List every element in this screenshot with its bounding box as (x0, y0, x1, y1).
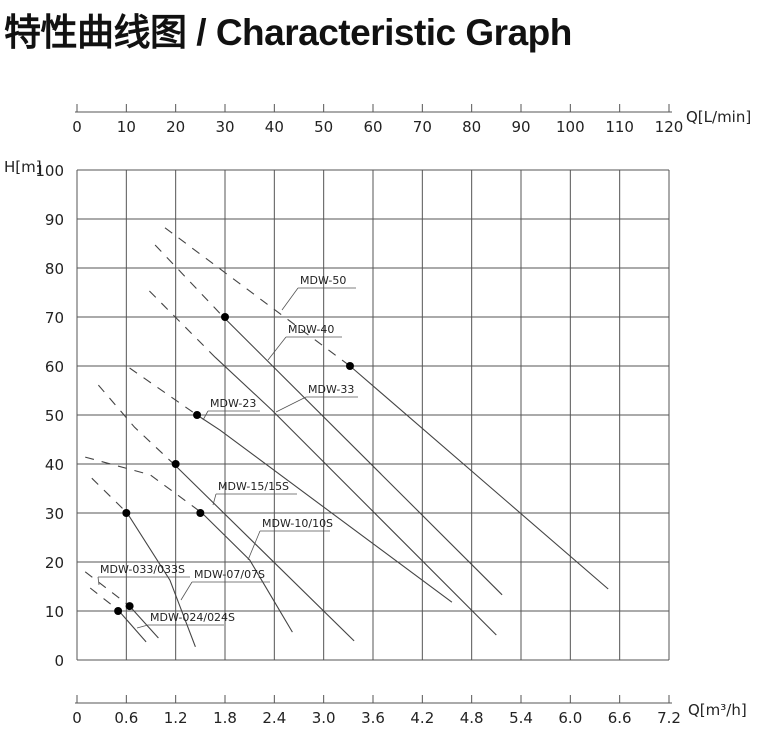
series-label: MDW-024/024S (150, 611, 235, 624)
top-x-tick-label: 100 (556, 118, 585, 136)
bottom-x-tick-label: 5.4 (509, 709, 533, 727)
y-tick-label: 10 (45, 603, 64, 621)
operating-point (122, 509, 131, 517)
curve-mdw-50 (349, 365, 609, 590)
series-label: MDW-033/033S (100, 563, 185, 576)
top-x-tick-label: 40 (265, 118, 284, 136)
operating-point (196, 509, 205, 517)
series-label: MDW-33 (308, 383, 354, 396)
curve-mdw-024/024s (117, 609, 147, 643)
series-label: MDW-40 (288, 323, 334, 336)
curve-dashed-mdw-33 (149, 290, 216, 358)
curve-mdw-033/033s (129, 605, 159, 639)
label-leader-line (97, 576, 100, 586)
curve-mdw-10/10s (201, 512, 293, 633)
y-tick-label: 40 (45, 456, 64, 474)
y-tick-label: 80 (45, 260, 64, 278)
curve-mdw-07/07s (126, 512, 196, 647)
bottom-axis-label: Q[m³/h] (688, 701, 747, 719)
y-tick-label: 30 (45, 505, 64, 523)
bottom-x-tick-label: 0 (72, 709, 82, 727)
bottom-x-tick-label: 3.6 (361, 709, 385, 727)
top-x-tick-label: 90 (511, 118, 530, 136)
curve-dashed-mdw-50 (164, 227, 351, 367)
operating-point (125, 602, 134, 611)
operating-point (193, 411, 202, 419)
operating-point (114, 607, 123, 615)
curve-dashed-mdw-024/024s (89, 587, 119, 611)
label-leader-line (202, 410, 209, 421)
curve-mdw-15/15s (174, 464, 355, 642)
curve-dashed-mdw-10/10s (85, 456, 203, 514)
curve-dashed-mdw-07/07s (91, 477, 128, 514)
top-x-tick-label: 20 (166, 118, 185, 136)
series-label: MDW-07/07S (194, 568, 265, 581)
y-tick-label: 0 (54, 652, 64, 670)
operating-point (345, 362, 354, 370)
bottom-x-tick-label: 6.0 (558, 709, 582, 727)
label-leader-line (281, 287, 299, 311)
series-label: MDW-15/15S (218, 480, 289, 493)
label-leader-line (267, 336, 287, 361)
top-x-tick-label: 30 (215, 118, 234, 136)
label-leader-line (212, 493, 217, 506)
curve-mdw-33 (214, 356, 497, 636)
chart-title: 特性曲线图 / Characteristic Graph (4, 12, 572, 53)
operating-point (221, 313, 229, 321)
bottom-x-tick-label: 7.2 (657, 709, 681, 727)
top-x-tick-label: 50 (314, 118, 333, 136)
top-axis-label: Q[L/min] (686, 108, 751, 126)
label-leader-line (180, 581, 193, 601)
top-x-tick-label: 70 (413, 118, 432, 136)
bottom-x-tick-label: 1.8 (213, 709, 237, 727)
curve-mdw-23 (196, 414, 453, 603)
bottom-x-tick-label: 6.6 (608, 709, 632, 727)
curve-mdw-40 (223, 316, 503, 596)
bottom-x-tick-label: 3.0 (312, 709, 336, 727)
bottom-x-tick-label: 4.8 (460, 709, 484, 727)
label-leader-line (136, 624, 149, 629)
y-tick-label: 70 (45, 309, 64, 327)
series-label: MDW-10/10S (262, 517, 333, 530)
curve-dashed-mdw-40 (154, 244, 224, 318)
top-x-tick-label: 80 (462, 118, 481, 136)
top-x-tick-label: 60 (363, 118, 382, 136)
label-leader-line (247, 530, 261, 561)
top-x-tick-label: 110 (605, 118, 634, 136)
curve-dashed-mdw-15/15s (97, 384, 176, 466)
y-axis-label: H[m] (4, 158, 42, 176)
bottom-x-tick-label: 2.4 (262, 709, 286, 727)
bottom-x-tick-label: 1.2 (164, 709, 188, 727)
top-x-tick-label: 0 (72, 118, 82, 136)
operating-point (171, 460, 180, 468)
y-tick-label: 20 (45, 554, 64, 572)
series-label: MDW-23 (210, 397, 256, 410)
top-x-tick-label: 10 (117, 118, 136, 136)
top-x-tick-label: 120 (655, 118, 684, 136)
y-tick-label: 60 (45, 358, 64, 376)
curve-dashed-mdw-23 (129, 367, 198, 416)
series-label: MDW-50 (300, 274, 346, 287)
bottom-x-tick-label: 0.6 (114, 709, 138, 727)
y-tick-label: 100 (35, 162, 64, 180)
y-tick-label: 90 (45, 211, 64, 229)
bottom-x-tick-label: 4.2 (410, 709, 434, 727)
y-tick-label: 50 (45, 407, 64, 425)
label-leader-line (275, 396, 307, 413)
